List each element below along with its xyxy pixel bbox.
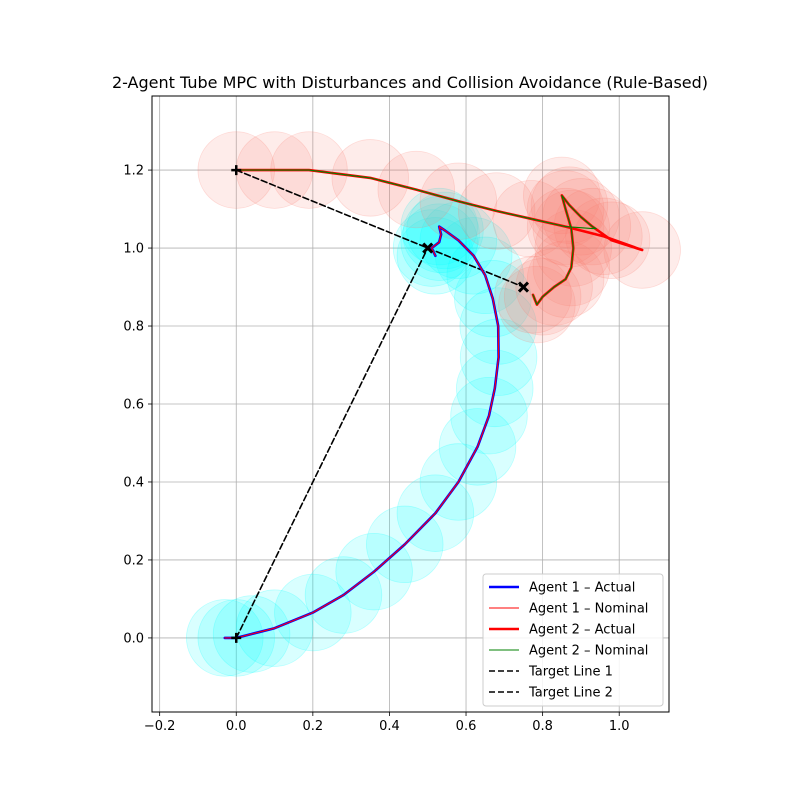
y-tick-label: 0.6 bbox=[123, 398, 144, 413]
axis-ticks: −0.2 0.0 0.2 0.4 0.6 0.8 1.0 0.0 0.2 0.4 0.6 0.8 1.0… bbox=[123, 164, 629, 734]
target-marker bbox=[422, 242, 434, 254]
series-line bbox=[235, 169, 597, 306]
x-tick-label: 0.0 bbox=[226, 719, 247, 734]
x-tick-label: 1.0 bbox=[609, 719, 630, 734]
x-tick-label: 0.6 bbox=[456, 719, 477, 734]
x-tick-label: 0.8 bbox=[532, 719, 553, 734]
chart-title: 2-Agent Tube MPC with Disturbances and C… bbox=[112, 73, 708, 92]
y-tick-label: 1.2 bbox=[123, 164, 144, 179]
legend-label: Target Line 1 bbox=[528, 665, 613, 680]
trajectories bbox=[223, 168, 644, 640]
y-tick-label: 0.4 bbox=[123, 475, 144, 490]
y-tick-label: 0.2 bbox=[123, 553, 144, 568]
legend-box bbox=[482, 573, 664, 707]
y-tick-label: 0.8 bbox=[123, 320, 144, 335]
target-marker bbox=[517, 281, 530, 293]
y-tick-label: 1.0 bbox=[123, 242, 144, 257]
legend-label: Agent 1 – Actual bbox=[529, 581, 635, 596]
x-tick-label: 0.4 bbox=[379, 719, 400, 734]
legend: Agent 1 – Actual Agent 1 – Nominal Agent 2… bbox=[482, 573, 664, 707]
legend-label: Agent 1 – Nominal bbox=[529, 602, 648, 617]
series-line bbox=[235, 169, 525, 288]
start-marker bbox=[231, 165, 242, 176]
series-line bbox=[235, 247, 429, 639]
series-line bbox=[224, 226, 500, 639]
x-tick-label: −0.2 bbox=[144, 719, 176, 734]
start-marker bbox=[231, 632, 242, 643]
y-tick-label: 0.0 bbox=[123, 631, 144, 646]
legend-label: Agent 2 – Actual bbox=[529, 623, 635, 638]
x-tick-label: 0.2 bbox=[303, 719, 324, 734]
legend-label: Agent 2 – Nominal bbox=[529, 644, 648, 659]
legend-label: Target Line 2 bbox=[528, 686, 613, 701]
grid bbox=[152, 96, 669, 712]
target-markers bbox=[231, 165, 530, 643]
